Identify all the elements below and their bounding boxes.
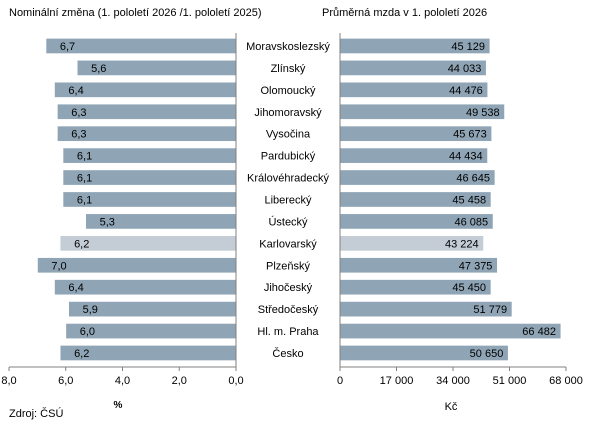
left-bar-value-label: 6,2 — [74, 238, 89, 250]
region-label: Královéhradecký — [247, 173, 329, 185]
left-x-tick-label: 6,0 — [58, 375, 73, 387]
region-labels: Moravskoslezský Zlínský Olomoucký Jihomorav… — [246, 41, 330, 360]
region-label: Moravskoslezský — [246, 41, 330, 53]
region-label: Liberecký — [264, 194, 312, 206]
left-bar-10 — [36, 257, 237, 274]
right-chart-title: Průměrná mzda v 1. pololetí 2026 — [322, 7, 487, 19]
right-bar-value-label: 43 224 — [445, 238, 479, 250]
right-x-tick-label: 68 000 — [549, 375, 583, 387]
left-bar-value-label: 7,0 — [51, 260, 66, 272]
right-bar-value-label: 49 538 — [466, 107, 500, 119]
region-label: Středočeský — [258, 304, 319, 316]
right-x-tick-label: 51 000 — [493, 375, 527, 387]
right-bar-value-label: 45 458 — [452, 194, 486, 206]
left-chart-title: Nominální změna (1. pololetí 2026 /1. po… — [9, 7, 262, 19]
right-bar-value-label: 45 129 — [451, 41, 485, 53]
right-bar-value-label: 66 482 — [522, 326, 556, 338]
left-x-tick-label: 0,0 — [228, 375, 243, 387]
right-x-tick-label: 0 — [337, 375, 343, 387]
region-label: Jihomoravský — [254, 107, 322, 119]
left-bar-value-label: 6,0 — [80, 326, 95, 338]
left-x-tick-label: 2,0 — [172, 375, 187, 387]
source-note: Zdroj: ČSÚ — [9, 407, 63, 420]
right-bar-value-label: 44 033 — [448, 63, 482, 75]
axes: 8,0 6,0 4,0 2,0 0,0 0 17 000 34 000 51 000 68 000 — [1, 33, 583, 387]
right-bar-value-label: 45 450 — [452, 282, 486, 294]
region-label: Ústecký — [268, 215, 308, 228]
right-bar-value-label: 47 375 — [459, 260, 493, 272]
left-bar-value-label: 5,3 — [100, 216, 115, 228]
left-x-tick-label: 4,0 — [115, 375, 130, 387]
left-bar-value-label: 6,1 — [77, 173, 92, 185]
left-bar-value-label: 6,7 — [60, 41, 75, 53]
region-label: Plzeňský — [266, 260, 311, 272]
region-label: Karlovarský — [259, 238, 317, 250]
region-label: Jihočeský — [264, 282, 313, 294]
left-x-tick-label: 8,0 — [1, 375, 16, 387]
region-label: Vysočina — [266, 129, 311, 141]
left-bar-value-label: 6,3 — [71, 107, 86, 119]
left-bar-value-label: 5,9 — [83, 304, 98, 316]
right-bar-value-label: 45 673 — [453, 129, 487, 141]
right-axis-label: Kč — [445, 401, 458, 413]
right-bar-value-label: 51 779 — [473, 304, 507, 316]
left-bar-value-label: 6,1 — [77, 194, 92, 206]
region-label: Zlínský — [271, 63, 306, 75]
right-bar-value-label: 44 434 — [449, 151, 483, 163]
left-axis-label: % — [114, 400, 123, 411]
left-bar-value-label: 6,1 — [77, 151, 92, 163]
region-label: Olomoucký — [260, 85, 316, 97]
left-bar-value-label: 6,4 — [68, 282, 83, 294]
right-x-tick-label: 17 000 — [380, 375, 414, 387]
region-label: Pardubický — [261, 151, 316, 163]
left-bar-value-label: 6,3 — [71, 129, 86, 141]
right-bar-value-label: 46 085 — [455, 216, 489, 228]
right-bar-value-label: 46 645 — [456, 173, 490, 185]
left-bar-value-label: 5,6 — [91, 63, 106, 75]
left-bar-value-label: 6,2 — [74, 348, 89, 360]
left-bar-value-label: 6,4 — [68, 85, 83, 97]
right-bar-value-label: 50 650 — [470, 348, 504, 360]
right-bar-group: 45 129 44 033 44 476 49 538 45 673 44 434 46 6… — [339, 37, 562, 362]
region-label: Česko — [272, 347, 303, 360]
right-x-tick-label: 34 000 — [436, 375, 470, 387]
region-label: Hl. m. Praha — [257, 326, 319, 338]
right-bar-value-label: 44 476 — [449, 85, 483, 97]
left-bar-group: 6,75,66,46,36,36,16,16,15,36,27,06,45,96… — [36, 37, 237, 362]
